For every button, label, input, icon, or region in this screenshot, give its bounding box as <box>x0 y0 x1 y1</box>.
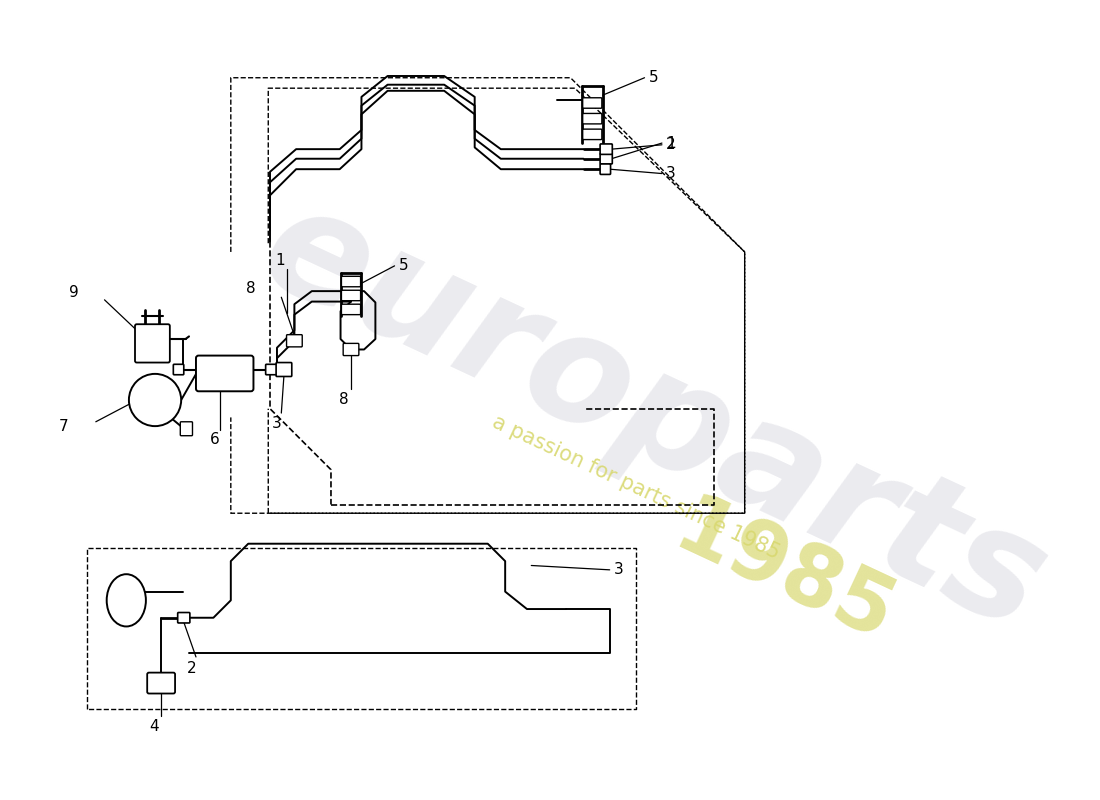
Text: 3: 3 <box>667 166 676 181</box>
FancyBboxPatch shape <box>583 98 602 108</box>
Text: 8: 8 <box>339 393 349 407</box>
FancyBboxPatch shape <box>601 164 610 174</box>
FancyBboxPatch shape <box>341 304 361 314</box>
Text: 5: 5 <box>649 70 659 86</box>
Text: 5: 5 <box>399 258 408 274</box>
FancyBboxPatch shape <box>178 613 190 623</box>
FancyBboxPatch shape <box>196 355 253 391</box>
Text: 6: 6 <box>209 432 219 446</box>
FancyBboxPatch shape <box>583 129 602 139</box>
FancyBboxPatch shape <box>135 324 169 362</box>
FancyBboxPatch shape <box>276 362 292 377</box>
FancyBboxPatch shape <box>343 343 359 355</box>
FancyBboxPatch shape <box>147 673 175 694</box>
Text: 1: 1 <box>667 135 675 150</box>
FancyBboxPatch shape <box>174 364 184 374</box>
Text: 9: 9 <box>69 286 79 300</box>
Text: 3: 3 <box>272 416 282 431</box>
Text: 3: 3 <box>614 562 624 578</box>
FancyBboxPatch shape <box>341 276 361 286</box>
Text: 4: 4 <box>150 719 160 734</box>
FancyBboxPatch shape <box>180 422 192 436</box>
Circle shape <box>129 374 182 426</box>
FancyBboxPatch shape <box>583 114 602 124</box>
FancyBboxPatch shape <box>287 334 303 347</box>
Text: 1985: 1985 <box>661 489 906 660</box>
Text: a passion for parts since 1985: a passion for parts since 1985 <box>488 411 783 562</box>
Text: 2: 2 <box>187 661 197 676</box>
FancyBboxPatch shape <box>265 364 278 374</box>
FancyBboxPatch shape <box>601 154 613 164</box>
Text: europarts: europarts <box>239 171 1067 663</box>
FancyBboxPatch shape <box>341 290 361 301</box>
FancyBboxPatch shape <box>601 144 613 154</box>
Text: 2: 2 <box>667 138 675 152</box>
Text: 1: 1 <box>276 253 285 268</box>
Text: 8: 8 <box>246 281 255 296</box>
Text: 7: 7 <box>58 418 68 434</box>
